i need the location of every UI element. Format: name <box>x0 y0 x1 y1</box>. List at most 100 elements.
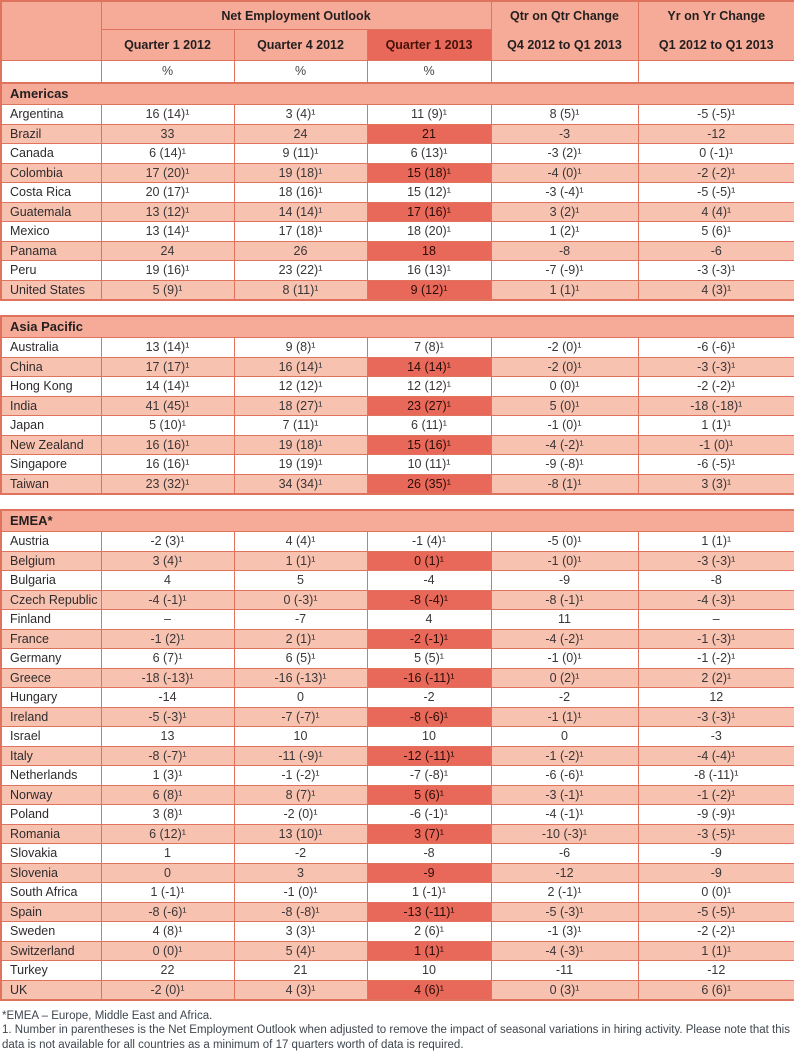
value-cell: 4 (3)¹ <box>638 280 794 300</box>
region-row: Asia Pacific <box>1 316 794 338</box>
value-cell: 5 (6)¹ <box>367 785 491 805</box>
value-cell: 9 (11)¹ <box>234 144 367 164</box>
value-cell: 12 (12)¹ <box>234 377 367 397</box>
unit-cell: % <box>367 61 491 83</box>
country-cell: Slovenia <box>1 863 101 883</box>
value-cell: -12 <box>491 863 638 883</box>
value-cell: -6 <box>638 241 794 261</box>
value-cell: -8 (-6)¹ <box>367 707 491 727</box>
value-cell: -4 (-3)¹ <box>638 590 794 610</box>
value-cell: -5 (-3)¹ <box>491 902 638 922</box>
value-cell: 16 (16)¹ <box>101 435 234 455</box>
value-cell: 13 (12)¹ <box>101 202 234 222</box>
value-cell: -16 (-11)¹ <box>367 668 491 688</box>
value-cell: – <box>101 610 234 630</box>
value-cell: -8 (-11)¹ <box>638 766 794 786</box>
value-cell: 6 (11)¹ <box>367 416 491 436</box>
outlook-table-header: Net Employment Outlook Qtr on Qtr Change… <box>0 0 794 84</box>
value-cell: 0 (-1)¹ <box>638 144 794 164</box>
value-cell: -3 (-3)¹ <box>638 261 794 281</box>
value-cell: 11 <box>491 610 638 630</box>
value-cell: 1 (3)¹ <box>101 766 234 786</box>
value-cell: 17 (17)¹ <box>101 357 234 377</box>
value-cell: -3 (-3)¹ <box>638 707 794 727</box>
unit-row: % % % <box>1 61 794 83</box>
yr-change-line1: Yr on Yr Change <box>639 2 794 30</box>
unit-cell-empty <box>1 61 101 83</box>
table-row: Ireland-5 (-3)¹-7 (-7)¹-8 (-6)¹-1 (1)¹-3… <box>1 707 794 727</box>
value-cell: -1 (1)¹ <box>491 707 638 727</box>
value-cell: -1 (0)¹ <box>234 883 367 903</box>
value-cell: -14 <box>101 688 234 708</box>
value-cell: -1 (-2)¹ <box>638 785 794 805</box>
value-cell: -4 (-1)¹ <box>491 805 638 825</box>
value-cell: -18 (-13)¹ <box>101 668 234 688</box>
value-cell: -5 (-5)¹ <box>638 183 794 203</box>
value-cell: -3 (2)¹ <box>491 144 638 164</box>
value-cell: -6 (-6)¹ <box>638 338 794 358</box>
value-cell: 6 (8)¹ <box>101 785 234 805</box>
country-cell: Mexico <box>1 222 101 242</box>
value-cell: 11 (9)¹ <box>367 105 491 125</box>
value-cell: 6 (13)¹ <box>367 144 491 164</box>
value-cell: 5 (6)¹ <box>638 222 794 242</box>
table-row: Spain-8 (-6)¹-8 (-8)¹-13 (-11)¹-5 (-3)¹-… <box>1 902 794 922</box>
country-cell: Belgium <box>1 551 101 571</box>
value-cell: -9 <box>638 863 794 883</box>
value-cell: -9 (-8)¹ <box>491 455 638 475</box>
value-cell: -2 (0)¹ <box>234 805 367 825</box>
value-cell: 3 (8)¹ <box>101 805 234 825</box>
unit-cell-empty <box>491 61 638 83</box>
country-cell: Hong Kong <box>1 377 101 397</box>
value-cell: -4 (-2)¹ <box>491 629 638 649</box>
value-cell: -12 <box>638 124 794 144</box>
value-cell: -5 (-3)¹ <box>101 707 234 727</box>
country-cell: Germany <box>1 649 101 669</box>
value-cell: 2 (2)¹ <box>638 668 794 688</box>
value-cell: 4 <box>367 610 491 630</box>
value-cell: 18 (16)¹ <box>234 183 367 203</box>
value-cell: 3 (7)¹ <box>367 824 491 844</box>
value-cell: 10 <box>234 727 367 747</box>
country-cell: Argentina <box>1 105 101 125</box>
value-cell: 41 (45)¹ <box>101 396 234 416</box>
country-cell: Finland <box>1 610 101 630</box>
value-cell: 1 (-1)¹ <box>367 883 491 903</box>
value-cell: 6 (7)¹ <box>101 649 234 669</box>
value-cell: 19 (19)¹ <box>234 455 367 475</box>
value-cell: 12 (12)¹ <box>367 377 491 397</box>
value-cell: – <box>638 610 794 630</box>
value-cell: -2 (-2)¹ <box>638 163 794 183</box>
value-cell: -3 (-5)¹ <box>638 824 794 844</box>
country-cell: Ireland <box>1 707 101 727</box>
value-cell: 4 (4)¹ <box>234 532 367 552</box>
value-cell: 18 (20)¹ <box>367 222 491 242</box>
value-cell: 15 (12)¹ <box>367 183 491 203</box>
value-cell: 5 (9)¹ <box>101 280 234 300</box>
value-cell: 5 (4)¹ <box>234 941 367 961</box>
value-cell: -8 <box>638 571 794 591</box>
country-cell: Switzerland <box>1 941 101 961</box>
value-cell: 13 (10)¹ <box>234 824 367 844</box>
value-cell: 24 <box>101 241 234 261</box>
value-cell: -4 <box>367 571 491 591</box>
value-cell: 1 (1)¹ <box>234 551 367 571</box>
value-cell: -1 (4)¹ <box>367 532 491 552</box>
value-cell: 2 (1)¹ <box>234 629 367 649</box>
quarter-4-2012-header: Quarter 4 2012 <box>234 30 367 61</box>
value-cell: 19 (18)¹ <box>234 163 367 183</box>
value-cell: 3 (4)¹ <box>234 105 367 125</box>
value-cell: -2 <box>234 844 367 864</box>
value-cell: 0 (2)¹ <box>491 668 638 688</box>
